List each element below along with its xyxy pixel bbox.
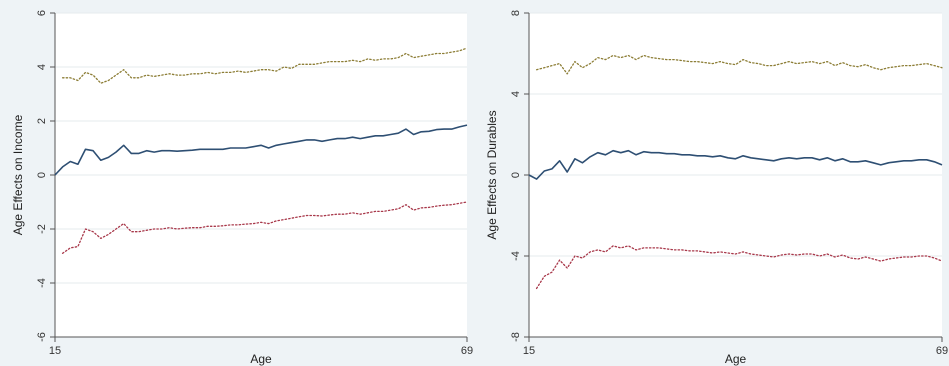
y-tick-label: -6 [36, 332, 48, 342]
y-tick-label: 6 [36, 10, 48, 16]
y-axis-title: Age Effects on Income [11, 114, 25, 235]
x-axis-title: Age [250, 352, 272, 366]
series-line-upper-bound [61, 47, 468, 84]
x-tick-label: 15 [49, 345, 61, 357]
y-tick-label: -4 [510, 251, 522, 261]
x-tick-label: 69 [461, 345, 473, 357]
series-line-estimate [54, 124, 468, 176]
y-tick-label: 0 [36, 172, 48, 178]
durables-chart: -8 -4 0 4 8 15 69 Age Age Effects on Durables [485, 10, 948, 366]
y-tick-label: 8 [510, 10, 522, 16]
x-axis-title: Age [725, 352, 747, 366]
y-tick-label: 4 [510, 91, 522, 97]
series-line-estimate [528, 149, 943, 180]
series-line-lower-bound [61, 201, 468, 254]
y-tick-label: 2 [36, 118, 48, 124]
series-line-lower-bound [535, 245, 943, 290]
income-chart: -6 -4 -2 0 2 4 6 15 69 Age Age Effects on Income [11, 10, 473, 366]
y-tick-label: -2 [36, 224, 48, 234]
y-tick-label: 4 [36, 64, 48, 70]
series-line-upper-bound [535, 54, 943, 75]
y-tick-label: 0 [510, 172, 522, 178]
y-tick-label: -8 [510, 332, 522, 342]
x-tick-label: 69 [936, 345, 948, 357]
x-tick-label: 15 [523, 345, 535, 357]
y-tick-label: -4 [36, 278, 48, 288]
y-axis-title: Age Effects on Durables [485, 110, 499, 239]
